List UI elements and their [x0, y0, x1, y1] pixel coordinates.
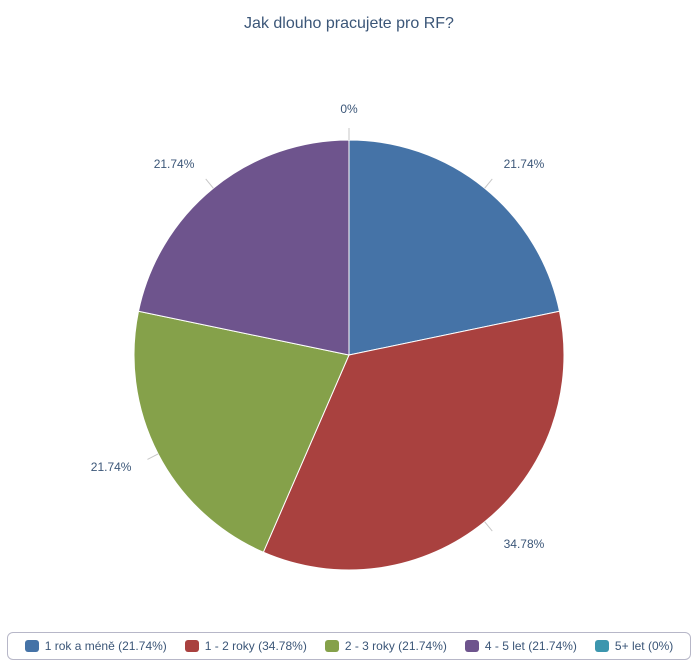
- legend-item[interactable]: 1 rok a méně (21.74%): [25, 639, 167, 653]
- slice-callout: [206, 179, 214, 188]
- slice-label: 21.74%: [91, 460, 132, 474]
- legend-item[interactable]: 2 - 3 roky (21.74%): [325, 639, 447, 653]
- slice-label: 0%: [340, 102, 357, 116]
- slice-label: 34.78%: [504, 537, 545, 551]
- slice-label: 21.74%: [154, 157, 195, 171]
- legend-label: 1 - 2 roky (34.78%): [205, 639, 307, 653]
- legend-label: 1 rok a méně (21.74%): [45, 639, 167, 653]
- slice-callout: [147, 454, 158, 460]
- pie-chart: [0, 55, 698, 610]
- slice-label: 21.74%: [504, 157, 545, 171]
- legend-swatch: [325, 640, 339, 652]
- chart-title: Jak dlouho pracujete pro RF?: [0, 15, 698, 33]
- slice-callout: [485, 179, 493, 188]
- slice-callout: [485, 522, 493, 531]
- legend-item[interactable]: 5+ let (0%): [595, 639, 673, 653]
- legend: 1 rok a méně (21.74%) 1 - 2 roky (34.78%)…: [7, 632, 691, 660]
- legend-swatch: [185, 640, 199, 652]
- legend-swatch: [465, 640, 479, 652]
- legend-item[interactable]: 1 - 2 roky (34.78%): [185, 639, 307, 653]
- legend-label: 5+ let (0%): [615, 639, 673, 653]
- legend-swatch: [595, 640, 609, 652]
- legend-item[interactable]: 4 - 5 let (21.74%): [465, 639, 577, 653]
- legend-swatch: [25, 640, 39, 652]
- legend-label: 4 - 5 let (21.74%): [485, 639, 577, 653]
- legend-label: 2 - 3 roky (21.74%): [345, 639, 447, 653]
